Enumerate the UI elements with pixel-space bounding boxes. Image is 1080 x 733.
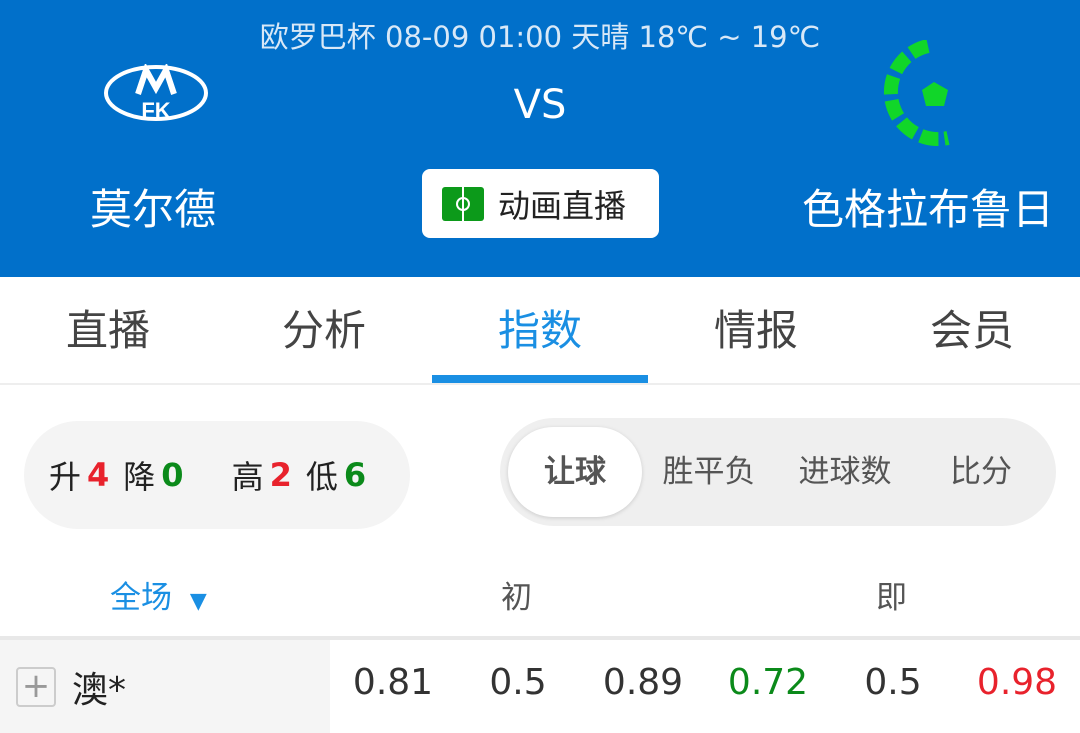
tab-live[interactable]: 直播 <box>65 306 150 355</box>
odds-cell: 0.5 <box>864 662 922 703</box>
odds-cell: 0.89 <box>602 662 684 703</box>
animation-live-button[interactable]: 动画直播 <box>422 169 659 238</box>
vs-label: VS <box>513 82 567 128</box>
up-label: 升 <box>49 458 82 496</box>
segment-goals[interactable]: 进球数 <box>798 454 892 490</box>
caret-down-icon: ▼ <box>189 589 207 614</box>
tab-analysis[interactable]: 分析 <box>281 306 366 355</box>
down-count: 0 <box>161 456 184 494</box>
animation-live-label: 动画直播 <box>498 186 627 225</box>
low-label: 低 <box>305 458 338 496</box>
odds-cell: 0.81 <box>352 662 434 703</box>
tab-member[interactable]: 会员 <box>929 306 1014 355</box>
odds-cell: 0.98 <box>976 662 1058 703</box>
tab-odds[interactable]: 指数 <box>432 277 648 383</box>
scope-label: 全场 <box>110 580 172 616</box>
expand-plus-icon[interactable]: + <box>16 666 56 707</box>
segment-1x2[interactable]: 胜平负 <box>662 454 756 490</box>
down-label: 降 <box>123 458 156 496</box>
match-header: 欧罗巴杯 08-09 01:00 天晴 18℃ ~ 19℃ FK VS 莫尔德 … <box>0 0 1080 277</box>
odds-change-summary: 升 4 降 0 高 2 低 6 <box>24 421 410 529</box>
away-team-logo <box>883 40 950 146</box>
home-team-name: 莫尔德 <box>90 185 217 234</box>
high-count: 2 <box>269 456 292 494</box>
tab-intel[interactable]: 情报 <box>713 306 798 355</box>
main-tabs: 直播 分析 指数 情报 会员 <box>0 277 1080 385</box>
segment-score[interactable]: 比分 <box>950 454 1012 490</box>
initial-column-header: 初 <box>501 580 532 616</box>
odds-cell: 0.72 <box>727 662 809 703</box>
table-row[interactable]: + 澳* 0.81 0.5 0.89 0.72 0.5 0.98 <box>0 636 1080 733</box>
odds-type-selector: 让球 胜平负 进球数 比分 <box>500 418 1056 526</box>
segment-handicap[interactable]: 让球 <box>508 427 642 517</box>
low-count: 6 <box>343 456 367 494</box>
match-info: 欧罗巴杯 08-09 01:00 天晴 18℃ ~ 19℃ <box>259 20 821 54</box>
company-cell: + 澳* <box>0 640 330 733</box>
odds-cell: 0.5 <box>489 662 547 703</box>
company-name: 澳* <box>72 669 127 711</box>
scope-dropdown[interactable]: 全场 ▼ <box>110 572 207 617</box>
pitch-icon <box>442 186 484 221</box>
home-team-logo: FK <box>104 64 208 122</box>
up-count: 4 <box>87 456 110 494</box>
away-team-name: 色格拉布鲁日 <box>801 185 1054 234</box>
svg-text:FK: FK <box>141 98 170 122</box>
live-column-header: 即 <box>876 580 907 616</box>
high-label: 高 <box>231 458 264 496</box>
